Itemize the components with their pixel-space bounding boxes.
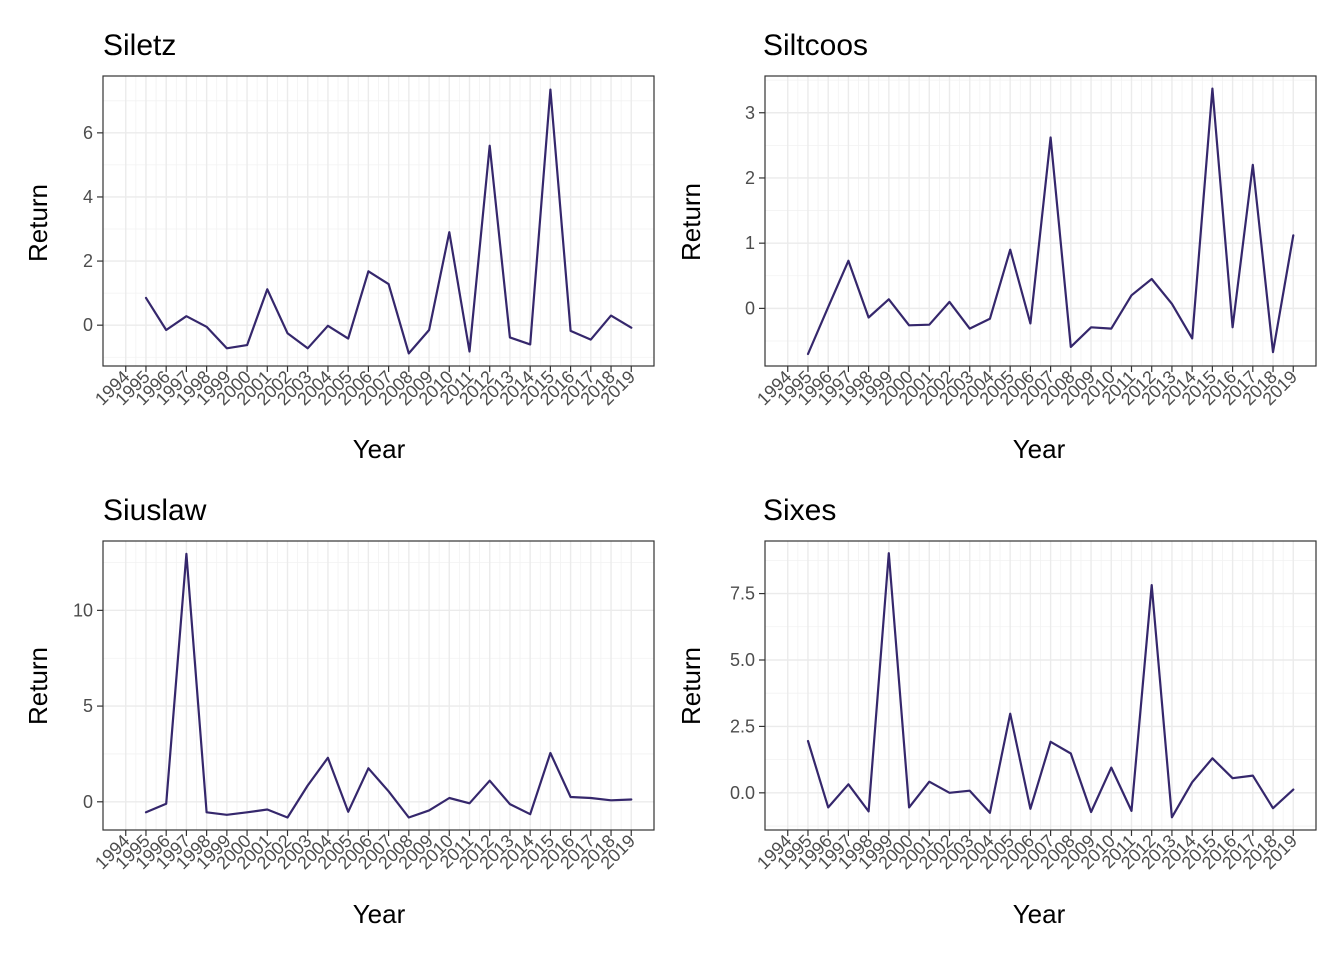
y-tick-label: 5 xyxy=(83,696,93,716)
panel-border xyxy=(102,540,655,831)
y-tick-label: 0.0 xyxy=(730,783,755,803)
y-axis-title: Return xyxy=(676,647,706,725)
x-axis-title: Year xyxy=(353,434,406,464)
panel-border xyxy=(102,75,655,367)
y-tick-label: 0 xyxy=(83,315,93,335)
panel-border xyxy=(764,540,1317,831)
y-tick-label: 1 xyxy=(745,233,755,253)
panel-title: Sixes xyxy=(763,494,836,527)
series-line xyxy=(806,87,1295,356)
series-line xyxy=(144,552,633,819)
y-axis-title: Return xyxy=(676,183,706,261)
y-tick-label: 2 xyxy=(83,251,93,271)
x-axis-title: Year xyxy=(353,899,406,929)
y-tick-label: 7.5 xyxy=(730,584,755,604)
panel-title: Siletz xyxy=(103,29,176,62)
panel-siuslaw: Siuslaw Return Year 05101994199519961997… xyxy=(23,494,655,929)
y-tick-label: 2.5 xyxy=(730,716,755,736)
plot-area: 0123199419951996199719981999200020012002… xyxy=(745,75,1317,409)
y-tick-label: 0 xyxy=(745,298,755,318)
x-axis-title: Year xyxy=(1013,434,1066,464)
panel-border xyxy=(764,75,1317,367)
series-line xyxy=(144,88,633,355)
panel-siltcoos: Siltcoos Return Year 0123199419951996199… xyxy=(676,29,1317,464)
panel-title: Siltcoos xyxy=(763,29,868,62)
y-axis-title: Return xyxy=(23,184,53,262)
y-tick-label: 3 xyxy=(745,103,755,123)
x-axis-title: Year xyxy=(1013,899,1066,929)
series-line xyxy=(806,552,1295,819)
y-tick-label: 5.0 xyxy=(730,650,755,670)
y-axis-title: Return xyxy=(23,647,53,725)
y-tick-label: 4 xyxy=(83,187,93,207)
y-tick-label: 0 xyxy=(83,792,93,812)
y-tick-label: 2 xyxy=(745,168,755,188)
panel-title: Siuslaw xyxy=(103,494,207,527)
y-tick-label: 10 xyxy=(73,600,93,620)
y-tick-label: 6 xyxy=(83,123,93,143)
